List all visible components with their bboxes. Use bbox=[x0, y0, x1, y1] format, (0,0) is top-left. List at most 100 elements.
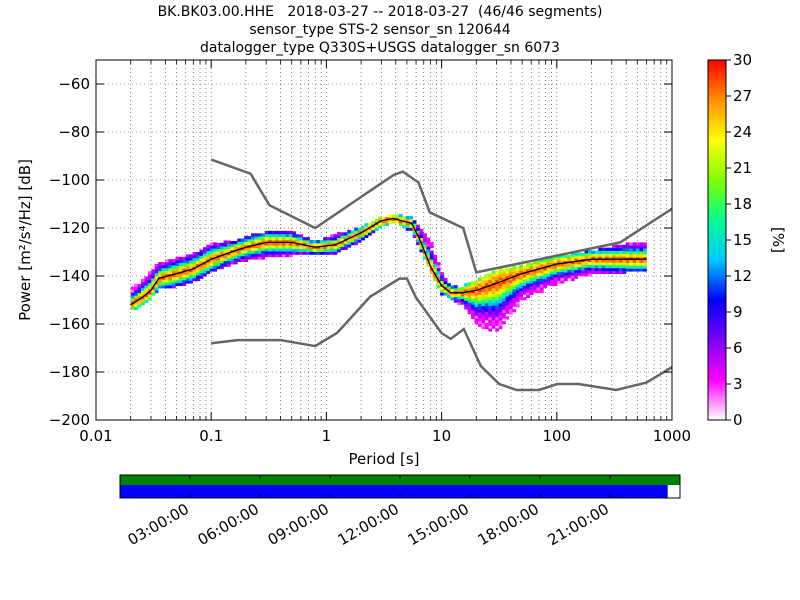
heatmap-cell bbox=[484, 323, 489, 327]
heatmap-cell bbox=[422, 233, 427, 237]
chart-title-line-2: sensor_type STS-2 sensor_sn 120644 bbox=[249, 22, 511, 38]
heatmap-cell bbox=[254, 241, 259, 246]
heatmap-cell bbox=[529, 263, 534, 267]
heatmap-cell bbox=[237, 241, 242, 245]
heatmap-cell bbox=[440, 289, 444, 293]
heatmap-cell bbox=[625, 245, 630, 249]
heatmap-cell bbox=[643, 248, 647, 252]
heatmap-cell bbox=[612, 244, 616, 249]
time-coverage-bar: 03:00:00 06:00:00 09:00:00 12:00:00 15:00:00… bbox=[119, 474, 681, 549]
heatmap-cell bbox=[158, 273, 163, 277]
heatmap-cell bbox=[196, 263, 200, 267]
heatmap-cell bbox=[532, 272, 537, 276]
heatmap-cell bbox=[281, 253, 286, 258]
heatmap-cell bbox=[526, 291, 530, 296]
heatmap-cell bbox=[237, 252, 242, 257]
heatmap-cell bbox=[526, 294, 530, 298]
heatmap-cell bbox=[323, 237, 328, 241]
heatmap-cell bbox=[515, 266, 520, 271]
heatmap-cell bbox=[209, 262, 214, 266]
heatmap-cell bbox=[154, 287, 159, 291]
heatmap-cell bbox=[629, 256, 634, 261]
heatmap-cell bbox=[230, 255, 235, 259]
heatmap-cell bbox=[402, 225, 407, 229]
heatmap-cell bbox=[264, 245, 269, 249]
heatmap-cell bbox=[632, 242, 637, 246]
heatmap-cell bbox=[643, 245, 647, 249]
heatmap-cell bbox=[505, 290, 510, 294]
heatmap-cell bbox=[151, 280, 156, 285]
heatmap-cell bbox=[147, 274, 152, 278]
heatmap-cell bbox=[601, 250, 606, 254]
heatmap-cell bbox=[275, 253, 279, 258]
heatmap-cell bbox=[422, 244, 427, 249]
heatmap-cell bbox=[457, 296, 462, 300]
heatmap-cell bbox=[581, 273, 585, 277]
heatmap-cell bbox=[288, 248, 293, 252]
heatmap-cell bbox=[477, 323, 482, 327]
heatmap-cell bbox=[519, 279, 524, 283]
heatmap-cell bbox=[247, 247, 252, 251]
heatmap-cell bbox=[144, 282, 149, 286]
heatmap-cell bbox=[498, 282, 503, 286]
heatmap-cell bbox=[209, 245, 214, 249]
heatmap-cell bbox=[295, 248, 300, 252]
heatmap-cell bbox=[178, 259, 183, 263]
heatmap-cell bbox=[347, 244, 352, 248]
heatmap-cell bbox=[515, 284, 520, 288]
heatmap-cell bbox=[175, 268, 180, 272]
heatmap-cell bbox=[240, 238, 245, 242]
time-bar-top bbox=[120, 475, 680, 485]
heatmap-cell bbox=[354, 239, 359, 243]
heatmap-cell bbox=[237, 258, 242, 262]
heatmap-cell bbox=[213, 265, 218, 269]
heatmap-cell bbox=[371, 227, 376, 231]
heatmap-cell bbox=[199, 261, 204, 265]
heatmap-cell bbox=[182, 276, 187, 281]
y-axis-label: Power [m²/s⁴/Hz] [dB] bbox=[16, 159, 34, 321]
heatmap-cell bbox=[278, 245, 283, 249]
heatmap-cell bbox=[526, 288, 530, 293]
heatmap-cell bbox=[460, 301, 465, 305]
heatmap-cell bbox=[306, 240, 310, 244]
heatmap-cell bbox=[285, 251, 290, 255]
heatmap-cell bbox=[340, 235, 345, 239]
heatmap-cell bbox=[140, 293, 145, 297]
heatmap-cell bbox=[140, 284, 145, 288]
heatmap-cell bbox=[543, 258, 548, 262]
heatmap-cell bbox=[299, 248, 304, 252]
heatmap-cell bbox=[357, 228, 362, 232]
heatmap-cell bbox=[529, 280, 534, 284]
heatmap-cell bbox=[189, 277, 193, 281]
heatmap-cell bbox=[319, 240, 324, 244]
heatmap-cell bbox=[189, 271, 193, 275]
heatmap-cell bbox=[223, 260, 228, 264]
heatmap-cell bbox=[612, 267, 616, 272]
heatmap-cell bbox=[574, 266, 579, 271]
heatmap-cell bbox=[233, 246, 238, 250]
heatmap-cell bbox=[292, 251, 297, 255]
heatmap-cell bbox=[536, 272, 541, 276]
heatmap-cell bbox=[189, 263, 193, 267]
heatmap-cell bbox=[563, 272, 568, 276]
heatmap-cell bbox=[350, 233, 355, 237]
heatmap-cell bbox=[223, 243, 228, 247]
heatmap-cell bbox=[622, 247, 627, 251]
heatmap-cell bbox=[209, 265, 214, 269]
heatmap-cell bbox=[560, 277, 565, 281]
heatmap-cell bbox=[268, 248, 273, 252]
heatmap-cell bbox=[416, 239, 420, 243]
heatmap-cell bbox=[467, 305, 472, 309]
heatmap-cell bbox=[257, 239, 262, 243]
heatmap-cell bbox=[189, 260, 193, 264]
heatmap-cell bbox=[574, 272, 579, 276]
noise-models bbox=[210, 158, 672, 392]
heatmap-cell bbox=[625, 259, 630, 263]
heatmap-cell bbox=[502, 315, 506, 319]
heatmap-cell bbox=[560, 271, 565, 275]
heatmap-cell bbox=[536, 281, 541, 285]
heatmap-cell bbox=[474, 283, 479, 287]
heatmap-cell bbox=[216, 251, 221, 255]
heatmap-cell bbox=[594, 259, 599, 263]
heatmap-cell bbox=[185, 277, 190, 281]
